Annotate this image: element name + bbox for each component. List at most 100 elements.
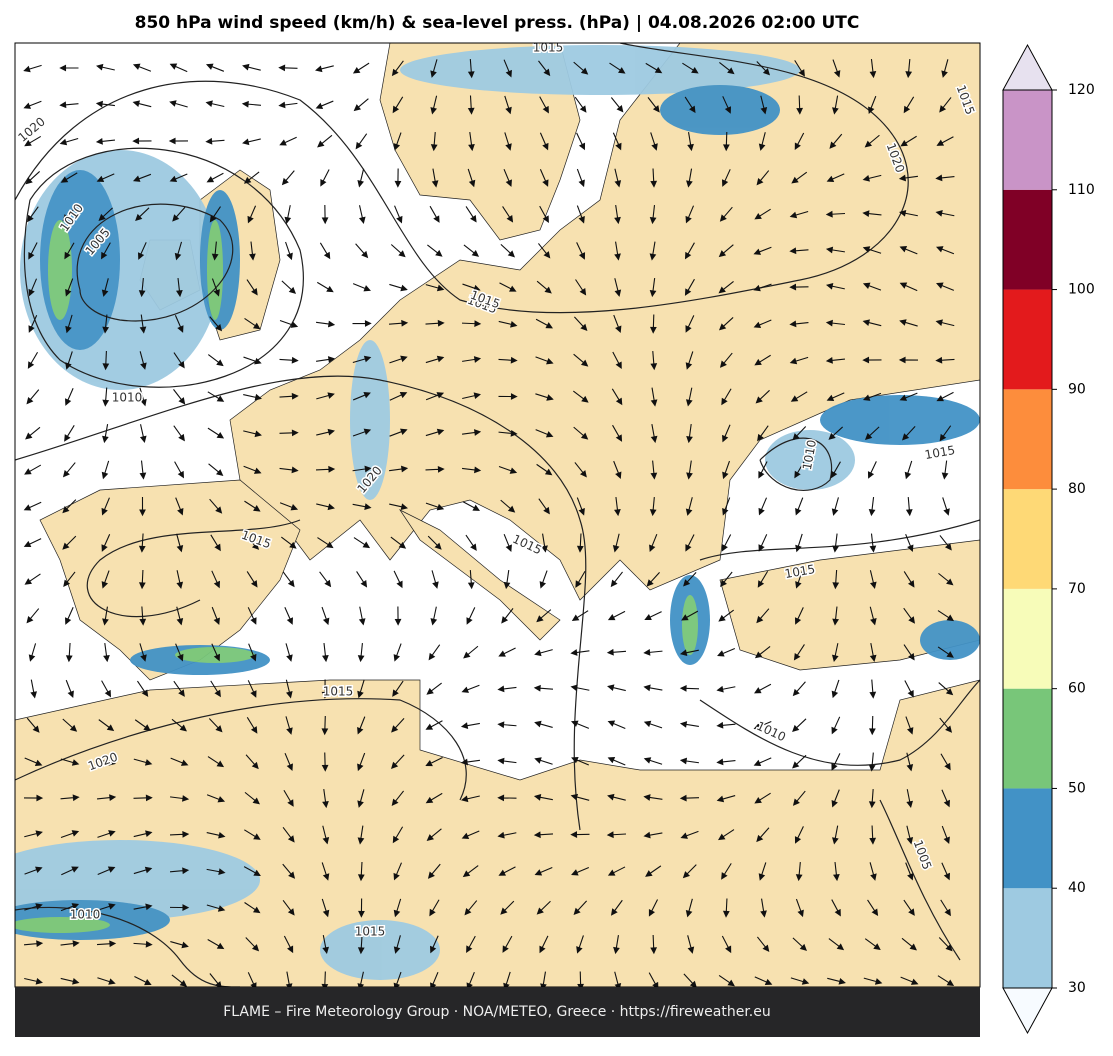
wind-arrow bbox=[570, 793, 590, 801]
wind-arrow bbox=[868, 752, 876, 772]
wind-arrow bbox=[570, 684, 590, 692]
wind-arrow bbox=[317, 134, 333, 148]
wind-arrow bbox=[607, 684, 626, 692]
wind-arrow bbox=[826, 392, 845, 401]
wind-arrow bbox=[207, 354, 224, 367]
wind-arrow bbox=[461, 684, 480, 693]
wind-arrow bbox=[794, 60, 805, 77]
wind-arrow bbox=[132, 137, 152, 145]
wind-arrow bbox=[27, 351, 39, 369]
wind-arrow bbox=[721, 935, 732, 954]
wind-arrow bbox=[284, 607, 293, 625]
wind-arrow bbox=[790, 391, 808, 402]
wind-arrow bbox=[679, 649, 699, 657]
wind-arrow bbox=[795, 861, 803, 882]
wind-arrow bbox=[169, 63, 188, 73]
wind-arrow bbox=[25, 426, 41, 440]
wind-arrow bbox=[463, 244, 480, 257]
wind-arrow bbox=[939, 717, 953, 733]
wind-arrow bbox=[283, 935, 294, 954]
wind-arrow bbox=[756, 936, 770, 953]
wind-arrow bbox=[23, 940, 44, 948]
wind-arrow bbox=[718, 280, 734, 294]
wind-arrow bbox=[614, 496, 621, 517]
wind-arrow bbox=[355, 133, 368, 150]
wind-arrow bbox=[244, 500, 261, 512]
wind-arrow bbox=[391, 790, 405, 807]
wind-arrow bbox=[863, 977, 883, 985]
wind-arrow bbox=[466, 935, 476, 953]
isobar-label: 1015 bbox=[533, 41, 564, 55]
wind-arrow bbox=[537, 243, 551, 259]
wind-arrow bbox=[467, 58, 475, 79]
wind-arrow bbox=[794, 607, 804, 625]
wind-arrow bbox=[358, 606, 366, 626]
wind-arrow bbox=[211, 278, 220, 297]
colorbar-tick-label: 90 bbox=[1068, 381, 1086, 397]
wind-arrow bbox=[649, 278, 657, 298]
wind-arrow bbox=[169, 173, 188, 182]
wind-arrow bbox=[139, 424, 147, 443]
wind-arrow bbox=[425, 392, 445, 401]
wind-arrow bbox=[206, 794, 226, 803]
wind-arrow bbox=[208, 718, 223, 733]
wind-arrow bbox=[24, 866, 43, 875]
wind-arrow bbox=[570, 720, 590, 729]
wind-arrow bbox=[718, 317, 734, 331]
wind-arrow bbox=[832, 95, 839, 115]
wind-arrow bbox=[758, 862, 767, 881]
wind-arrow bbox=[388, 319, 409, 327]
wind-arrow bbox=[643, 648, 663, 656]
wind-arrow bbox=[685, 315, 695, 333]
wind-arrow bbox=[937, 646, 954, 658]
wind-arrow bbox=[869, 862, 877, 881]
wind-arrow bbox=[679, 685, 700, 692]
wind-arrow bbox=[96, 173, 115, 182]
wind-arrow bbox=[869, 58, 877, 79]
wind-arrow bbox=[426, 828, 442, 842]
wind-arrow bbox=[321, 715, 329, 736]
wind-arrow bbox=[721, 169, 731, 187]
wind-arrow bbox=[533, 684, 554, 692]
wind-arrow bbox=[101, 497, 110, 516]
wind-arrow bbox=[684, 278, 695, 296]
wind-arrow bbox=[685, 387, 693, 407]
wind-arrow bbox=[26, 206, 39, 223]
wind-arrow bbox=[357, 168, 365, 188]
wind-arrow bbox=[612, 533, 620, 553]
wind-arrow bbox=[498, 429, 518, 437]
wind-arrow bbox=[26, 389, 40, 405]
italy bbox=[398, 509, 561, 641]
wind-arrow bbox=[573, 426, 589, 440]
wind-arrow bbox=[208, 463, 224, 477]
wind-arrow bbox=[392, 96, 404, 114]
wind-arrow bbox=[611, 388, 623, 406]
wind-arrow bbox=[643, 720, 663, 729]
wind-arrow bbox=[279, 319, 299, 328]
wind-arrow bbox=[795, 570, 803, 589]
wind-arrow bbox=[539, 169, 549, 187]
wind-arrow bbox=[868, 496, 876, 517]
wind-arrow bbox=[102, 314, 110, 334]
wind-arrow bbox=[23, 100, 42, 109]
wind-arrow bbox=[607, 866, 626, 876]
wind-arrow bbox=[757, 570, 769, 588]
wind-arrow bbox=[464, 900, 478, 916]
wind-arrow bbox=[30, 679, 37, 699]
wind-arrow bbox=[393, 935, 401, 954]
wind-arrow bbox=[425, 319, 445, 327]
wind-arrow bbox=[574, 462, 587, 478]
wind-arrow bbox=[176, 606, 184, 626]
wind-arrow bbox=[357, 752, 366, 772]
wind-arrow bbox=[687, 132, 694, 152]
wind-arrow bbox=[905, 58, 913, 79]
wind-arrow bbox=[498, 466, 518, 474]
wind-arrow bbox=[825, 210, 846, 218]
wind-arrow bbox=[755, 389, 770, 404]
wind-arrow bbox=[722, 497, 731, 516]
wind-arrow bbox=[793, 644, 805, 661]
wind-arrow bbox=[426, 682, 442, 695]
wind-arrow bbox=[247, 680, 257, 698]
wind-arrow bbox=[718, 974, 735, 987]
wind-arrow bbox=[284, 205, 292, 225]
